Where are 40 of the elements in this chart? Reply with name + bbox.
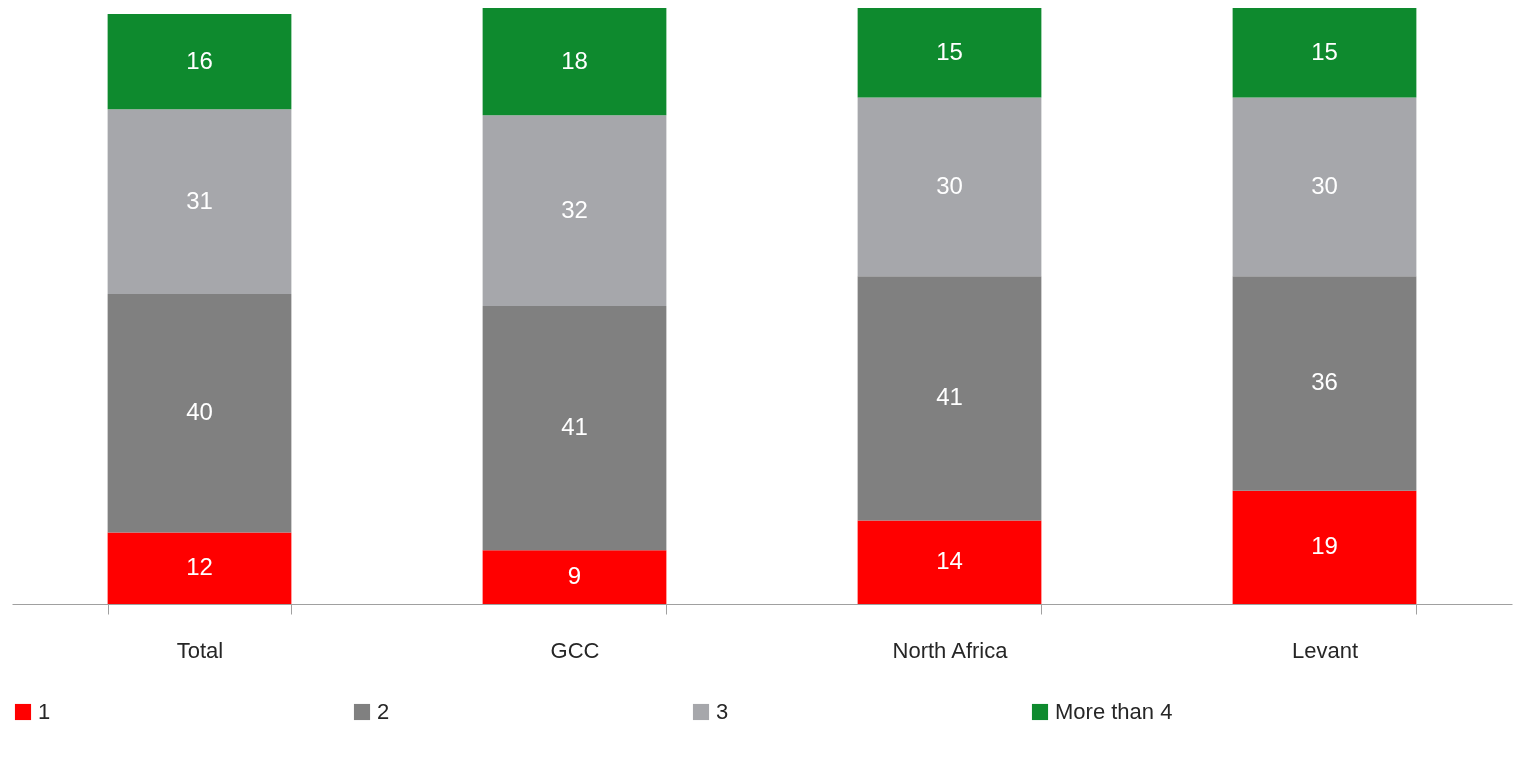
- data-label: 14: [936, 547, 963, 575]
- bar: [107, 294, 292, 533]
- data-label: 30: [936, 171, 963, 199]
- data-label: 9: [567, 562, 582, 590]
- data-label: 41: [936, 383, 963, 411]
- data-label: 41: [561, 413, 588, 441]
- bar: [107, 109, 292, 295]
- bar: [1232, 8, 1417, 98]
- legend-label: 2: [377, 699, 390, 724]
- data-label: 32: [561, 195, 588, 223]
- bar: [482, 8, 667, 116]
- bar: [107, 532, 292, 604]
- data-label: 19: [1311, 532, 1338, 560]
- bar: [857, 520, 1042, 604]
- data-label: 18: [561, 46, 588, 74]
- data-label: 12: [186, 553, 213, 581]
- data-label: 16: [186, 46, 213, 74]
- x-tick-label: Total: [176, 637, 224, 663]
- bar: [482, 115, 667, 306]
- legend-label: More than 4: [1055, 699, 1173, 724]
- data-label: 30: [1311, 171, 1338, 199]
- data-label: 31: [186, 186, 213, 214]
- bar: [857, 8, 1042, 98]
- legend-label: 3: [716, 699, 729, 724]
- bar: [107, 13, 292, 110]
- data-label: 40: [186, 398, 213, 426]
- bar: [1232, 276, 1417, 491]
- data-label: 15: [936, 37, 963, 65]
- x-tick-label: North Africa: [892, 637, 1009, 663]
- bar: [857, 276, 1042, 521]
- data-label: 36: [1311, 368, 1338, 396]
- bar: [482, 550, 667, 604]
- bar: [1232, 490, 1417, 604]
- bar: [1232, 97, 1417, 277]
- x-tick-label: GCC: [550, 637, 600, 663]
- x-tick-label: Levant: [1291, 637, 1359, 663]
- bar: [482, 306, 667, 551]
- data-label: 15: [1311, 37, 1338, 65]
- bar: [857, 97, 1042, 277]
- legend-label: 1: [38, 699, 51, 724]
